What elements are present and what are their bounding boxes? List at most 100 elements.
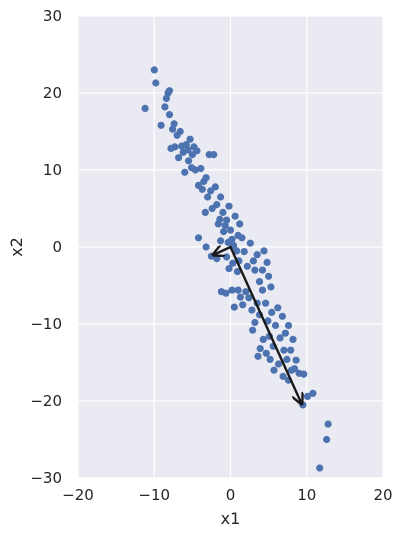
data-point [229, 259, 237, 267]
data-point [263, 258, 271, 266]
data-point [278, 312, 286, 320]
data-point [274, 304, 282, 312]
data-point [251, 318, 259, 327]
data-point [300, 370, 308, 378]
data-point [276, 334, 284, 342]
data-point [236, 220, 244, 228]
data-point [323, 435, 331, 444]
y-tick-label: 0 [52, 238, 62, 256]
data-point [289, 335, 297, 343]
data-point [175, 154, 183, 162]
data-point [324, 420, 332, 428]
data-point [270, 366, 278, 374]
data-point [161, 103, 169, 111]
data-point [220, 228, 228, 236]
direction-arrow [229, 245, 302, 403]
data-point [171, 143, 179, 151]
data-point [176, 127, 184, 136]
data-point [204, 193, 212, 201]
y-tick-label: 20 [43, 84, 62, 102]
data-point [284, 321, 293, 330]
data-point [198, 185, 206, 193]
data-point [170, 120, 178, 128]
data-point [249, 326, 257, 334]
data-point [231, 212, 239, 220]
x-tick-label: −20 [62, 486, 94, 504]
data-point [223, 253, 231, 261]
data-point [193, 147, 201, 155]
data-point [262, 299, 270, 307]
data-point [281, 329, 289, 337]
data-point [240, 248, 248, 256]
data-point [230, 303, 238, 311]
y-tick-label: −30 [30, 469, 62, 487]
data-point [197, 164, 205, 173]
data-point [181, 168, 189, 176]
x-tick-label: 10 [297, 486, 316, 504]
data-point [236, 293, 244, 301]
data-point [186, 135, 194, 143]
x-tick-label: 20 [373, 486, 392, 504]
data-point [258, 266, 267, 274]
x-tick-labels: −20 −10 0 10 20 [62, 486, 392, 504]
data-point [287, 366, 296, 374]
data-point [223, 216, 231, 224]
data-point [287, 346, 295, 354]
data-point [150, 66, 158, 74]
data-point [279, 372, 287, 380]
data-point [194, 234, 203, 242]
data-point [256, 345, 264, 353]
data-point [233, 268, 241, 276]
direction-arrow [214, 247, 232, 255]
data-point [253, 251, 261, 259]
data-point [219, 208, 227, 216]
data-point [292, 356, 300, 364]
x-axis-label: x1 [221, 509, 241, 528]
data-point [182, 141, 190, 149]
data-point [157, 121, 165, 129]
data-point [255, 278, 264, 286]
data-point [225, 202, 233, 210]
data-point [202, 174, 210, 182]
y-tick-label: −10 [30, 315, 62, 333]
y-axis-label: x2 [7, 237, 26, 257]
y-tick-label: 30 [43, 7, 62, 25]
data-point [202, 243, 210, 251]
data-point [267, 283, 275, 291]
data-point [238, 234, 246, 242]
data-point [217, 193, 225, 201]
data-point [239, 301, 247, 309]
data-point [191, 166, 199, 174]
data-point [259, 335, 267, 343]
data-point [258, 286, 267, 294]
data-point [251, 266, 259, 274]
data-point [249, 257, 257, 265]
data-point [225, 265, 233, 273]
data-point [162, 94, 170, 102]
data-point [309, 389, 317, 397]
data-point [213, 201, 221, 209]
y-tick-label: 10 [43, 161, 62, 179]
data-point [169, 125, 177, 133]
y-tick-label: −20 [30, 392, 62, 410]
data-point [185, 157, 193, 165]
data-point [165, 111, 174, 119]
x-tick-label: −10 [138, 486, 170, 504]
y-tick-labels: −30 −20 −10 0 10 20 30 [30, 7, 62, 487]
data-point [266, 355, 274, 363]
data-point [246, 239, 254, 247]
data-point [280, 346, 288, 354]
data-point [213, 255, 221, 263]
data-point [316, 464, 324, 472]
x-tick-label: 0 [226, 486, 236, 504]
data-point [217, 237, 225, 245]
data-point [234, 286, 242, 294]
data-point [303, 392, 312, 400]
data-point [283, 355, 291, 363]
data-point [184, 146, 192, 154]
data-point [216, 215, 224, 223]
data-point [228, 235, 236, 243]
data-point [243, 262, 251, 270]
data-point [265, 272, 273, 280]
